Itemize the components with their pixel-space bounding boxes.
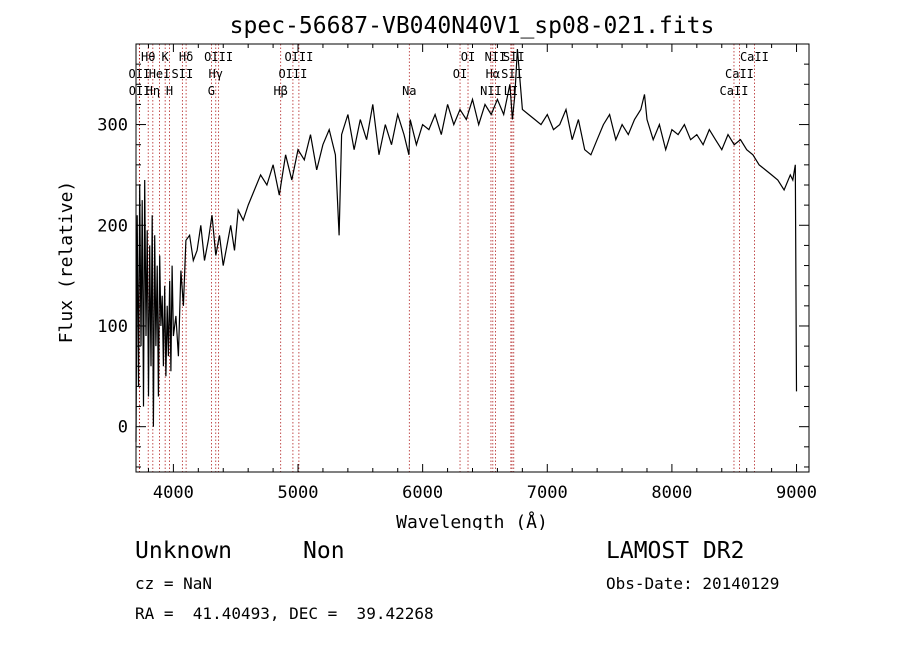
line-marker-label: HeI: [149, 67, 171, 81]
x-axis: 4000 5000 6000 7000 8000 9000: [147, 44, 817, 503]
line-marker-label: OIII: [278, 67, 307, 81]
obs-date: Obs-Date: 20140129: [606, 574, 780, 593]
y-axis-label: Flux (relative): [56, 181, 77, 344]
coordinates: RA = 41.40493, DEC = 39.42268: [135, 604, 434, 623]
line-marker-label: OI: [461, 50, 475, 64]
x-tick-label: 8000: [651, 483, 692, 503]
y-axis: 0 100 200 300: [97, 63, 809, 468]
line-marker-label: Hγ: [209, 67, 223, 81]
line-marker-label: G: [208, 84, 215, 98]
redshift-readout: cz = NaN: [135, 574, 213, 593]
line-marker-label: OIII: [284, 50, 313, 64]
line-marker-label: SII: [172, 67, 194, 81]
x-tick-label: 9000: [776, 483, 817, 503]
line-marker-label: OI: [453, 67, 467, 81]
object-subclass: Non: [303, 538, 345, 564]
y-tick-label: 100: [97, 317, 128, 337]
y-tick-label: 300: [97, 116, 128, 136]
line-marker-label: Na: [402, 84, 416, 98]
line-marker-label: K: [162, 50, 170, 64]
x-tick-label: 4000: [153, 483, 194, 503]
x-tick-label: 7000: [527, 483, 568, 503]
spectrum-line: [135, 48, 798, 442]
line-marker-label: Hη: [146, 84, 160, 98]
line-marker-label: SII: [503, 50, 525, 64]
survey-name: LAMOST DR2: [606, 538, 745, 564]
object-class: Unknown: [135, 538, 232, 564]
y-tick-label: 200: [97, 216, 128, 236]
line-marker-label: OII: [129, 84, 151, 98]
x-axis-label: Wavelength (Å): [396, 511, 548, 530]
x-tick-label: 6000: [402, 483, 443, 503]
line-marker-label: SII: [501, 67, 523, 81]
x-tick-label: 5000: [278, 483, 319, 503]
chart-title: spec-56687-VB040N40V1_sp08-021.fits: [230, 13, 715, 39]
line-marker-label: Hβ: [273, 84, 287, 98]
line-marker-label: Hα: [486, 67, 500, 81]
line-marker-label: CaII: [720, 84, 749, 98]
line-marker-label: Hδ: [179, 50, 193, 64]
line-marker-label: H: [166, 84, 173, 98]
line-marker-label: CaII: [740, 50, 769, 64]
y-tick-label: 0: [118, 418, 128, 438]
line-marker-label: NII: [485, 50, 507, 64]
line-marker-label: Hθ: [141, 50, 155, 64]
plot-frame: [135, 43, 810, 473]
line-marker-label: CaII: [725, 67, 754, 81]
line-marker-label: NII: [480, 84, 502, 98]
spectrum-chart: spec-56687-VB040N40V1_sp08-021.fits Hθ OI…: [56, 13, 817, 530]
line-marker-label: OIII: [204, 50, 233, 64]
line-marker-label: OII: [129, 67, 151, 81]
